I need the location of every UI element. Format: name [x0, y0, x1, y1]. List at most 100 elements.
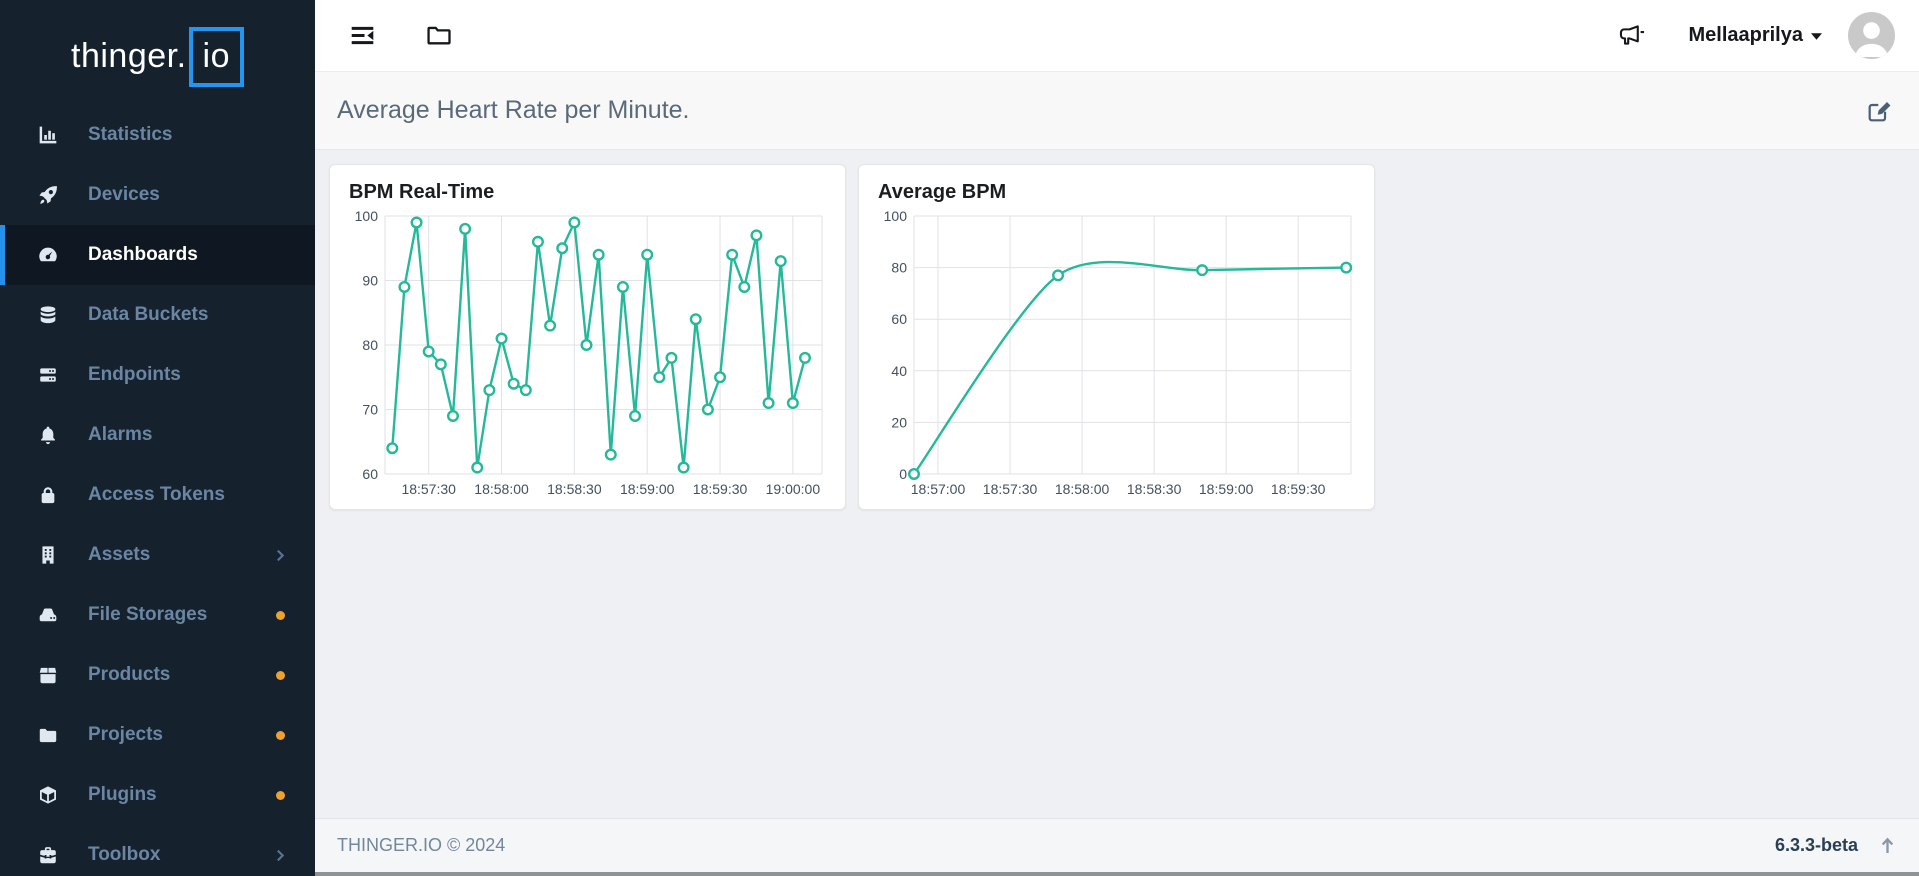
sidebar-item-endpoints[interactable]: Endpoints [0, 345, 315, 405]
cube-icon [38, 785, 62, 805]
svg-text:80: 80 [891, 260, 907, 276]
data-point [1052, 269, 1065, 282]
notification-dot [276, 790, 285, 800]
svg-text:40: 40 [891, 363, 907, 379]
svg-text:18:57:30: 18:57:30 [401, 481, 456, 497]
sidebar-item-projects[interactable]: Projects [0, 705, 315, 765]
rocket-icon [38, 185, 62, 205]
svg-text:18:59:00: 18:59:00 [620, 481, 675, 497]
sidebar-item-label: Endpoints [88, 364, 181, 385]
scroll-to-top-icon[interactable] [1880, 837, 1895, 854]
chevron-right-icon [276, 849, 285, 862]
sidebar-item-label: Alarms [88, 424, 153, 445]
chart-line [913, 260, 1347, 475]
svg-text:18:59:30: 18:59:30 [1271, 481, 1326, 497]
building-icon [38, 545, 62, 565]
svg-text:18:58:30: 18:58:30 [1127, 481, 1182, 497]
box-icon [38, 665, 62, 685]
copyright-text: THINGER.IO © 2024 [337, 835, 506, 855]
avatar[interactable] [1848, 12, 1895, 59]
sidebar-item-label: Plugins [88, 784, 157, 805]
data-point [410, 216, 423, 229]
user-menu[interactable]: Mellaaprilya [1688, 24, 1822, 47]
sidebar-item-dashboards[interactable]: Dashboards [0, 225, 315, 285]
folder-icon[interactable] [426, 22, 453, 49]
caret-down-icon [1811, 27, 1822, 45]
data-point [1340, 261, 1353, 274]
data-point [471, 461, 484, 474]
notification-dot [276, 610, 285, 620]
sidebar-item-label: Toolbox [88, 844, 161, 865]
footer: THINGER.IO © 2024 6.3.3-beta [315, 818, 1919, 872]
svg-text:0: 0 [899, 466, 907, 482]
data-point [641, 248, 654, 261]
chevron-right-icon [276, 549, 285, 562]
data-point [398, 280, 411, 293]
gauge-icon [38, 245, 62, 265]
sidebar-item-assets[interactable]: Assets [0, 525, 315, 585]
sidebar-item-label: Products [88, 664, 171, 685]
data-point [507, 377, 520, 390]
svg-text:100: 100 [355, 208, 379, 224]
data-point [483, 384, 496, 397]
data-point [738, 280, 751, 293]
sidebar-item-file-storages[interactable]: File Storages [0, 585, 315, 645]
folder-icon [38, 725, 62, 745]
collapse-sidebar-icon[interactable] [349, 22, 376, 49]
chart-plot: 0 20 40 60 80 100 18:57:00 18:57:30 18:58:00 18:5… [884, 208, 1353, 497]
sidebar-item-label: Assets [88, 544, 151, 565]
chart-card-average-bpm: Average BPM 0 20 40 60 80 100 18:57:00 18:57:30… [858, 164, 1375, 510]
sidebar-item-devices[interactable]: Devices [0, 165, 315, 225]
sidebar-item-label: Access Tokens [88, 484, 225, 505]
bell-icon [38, 425, 62, 445]
data-point [580, 338, 593, 351]
megaphone-icon[interactable] [1619, 22, 1646, 49]
data-point [616, 280, 629, 293]
svg-text:18:57:00: 18:57:00 [911, 481, 966, 497]
page-title: Average Heart Rate per Minute. [337, 96, 690, 124]
svg-text:18:58:00: 18:58:00 [1055, 481, 1110, 497]
data-point [689, 313, 702, 326]
sidebar-item-statistics[interactable]: Statistics [0, 105, 315, 165]
sidebar-item-label: Statistics [88, 124, 173, 145]
sidebar-item-toolbox[interactable]: Toolbox [0, 825, 315, 876]
notification-dot [276, 730, 285, 740]
logo-io-box: io [188, 26, 244, 87]
svg-text:100: 100 [884, 208, 908, 224]
svg-text:80: 80 [362, 337, 378, 353]
sidebar-item-data-buckets[interactable]: Data Buckets [0, 285, 315, 345]
average-bpm-chart: 0 20 40 60 80 100 18:57:00 18:57:30 18:58:00 18:5… [876, 208, 1357, 504]
data-point [677, 461, 690, 474]
edit-dashboard-button[interactable] [1866, 97, 1893, 124]
data-point [665, 351, 678, 364]
sidebar-item-label: Devices [88, 184, 160, 205]
bar-chart-icon [38, 125, 62, 145]
data-point [786, 397, 799, 410]
data-point [604, 448, 617, 461]
version-label: 6.3.3-beta [1774, 835, 1858, 855]
svg-text:60: 60 [891, 311, 907, 327]
data-point [422, 345, 435, 358]
data-point [531, 235, 544, 248]
topbar: Mellaaprilya [315, 0, 1919, 72]
svg-text:70: 70 [362, 402, 378, 418]
thinger-logo[interactable]: thinger. io [0, 0, 315, 105]
user-name: Mellaaprilya [1688, 24, 1803, 46]
main-column: Mellaaprilya Average Heart Rate per Minu… [315, 0, 1919, 876]
chart-plot: 60 70 80 90 100 18:57:30 18:58:00 18:58:30 18:59… [355, 208, 823, 497]
sidebar-item-plugins[interactable]: Plugins [0, 765, 315, 825]
data-point [629, 409, 642, 422]
sidebar-item-label: Dashboards [88, 244, 198, 265]
svg-text:18:59:00: 18:59:00 [1199, 481, 1254, 497]
bpm-real-time-chart: 60 70 80 90 100 18:57:30 18:58:00 18:58:30 18:59… [347, 208, 828, 504]
server-icon [38, 365, 62, 385]
logo-text: thinger. [71, 37, 187, 75]
notification-dot [276, 670, 285, 680]
svg-text:19:00:00: 19:00:00 [766, 481, 821, 497]
sidebar-item-products[interactable]: Products [0, 645, 315, 705]
sidebar-item-access-tokens[interactable]: Access Tokens [0, 465, 315, 525]
toolbox-icon [38, 845, 62, 865]
data-point [701, 403, 714, 416]
sidebar-item-alarms[interactable]: Alarms [0, 405, 315, 465]
